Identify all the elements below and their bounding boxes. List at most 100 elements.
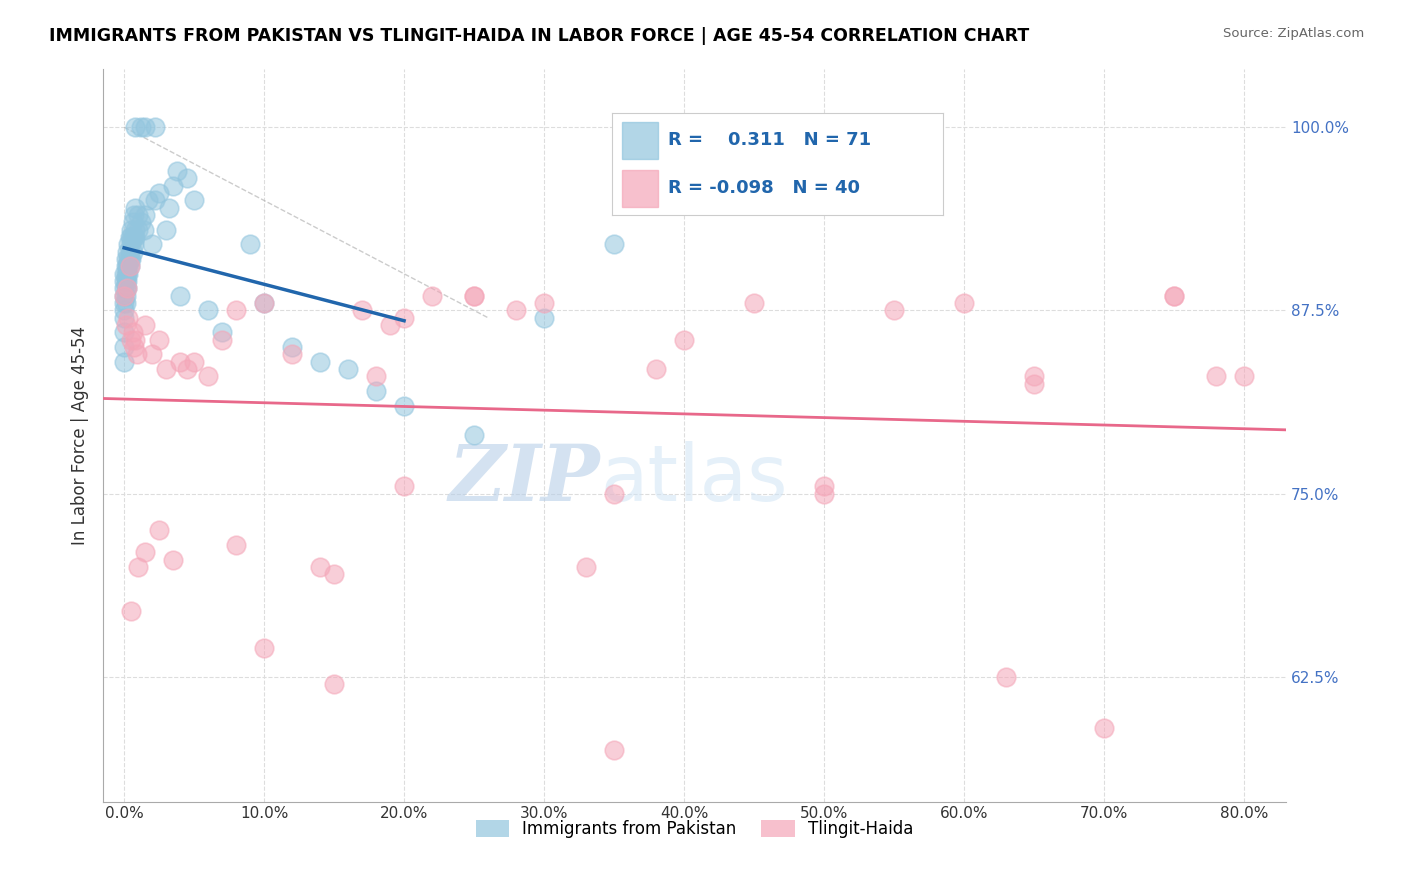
Point <box>352 303 374 318</box>
Point <box>183 194 205 208</box>
Point <box>120 333 142 347</box>
Point <box>813 486 835 500</box>
Point <box>122 340 145 354</box>
Point <box>134 318 156 332</box>
Point <box>127 223 149 237</box>
Point <box>162 178 184 193</box>
Point <box>120 230 142 244</box>
Point <box>1092 721 1115 735</box>
Point <box>463 289 485 303</box>
Point <box>112 310 135 325</box>
Point <box>114 281 136 295</box>
Point <box>112 296 135 310</box>
Point <box>211 333 233 347</box>
Point <box>136 194 159 208</box>
Point <box>197 369 219 384</box>
Point <box>169 289 191 303</box>
Point <box>117 252 139 266</box>
Point <box>124 120 146 135</box>
Point <box>112 281 135 295</box>
Point <box>392 399 415 413</box>
Point <box>323 677 346 691</box>
Point <box>603 237 626 252</box>
Point <box>118 244 141 259</box>
Point <box>112 274 135 288</box>
Point <box>645 362 668 376</box>
Point <box>120 237 142 252</box>
Text: IMMIGRANTS FROM PAKISTAN VS TLINGIT-HAIDA IN LABOR FORCE | AGE 45-54 CORRELATION: IMMIGRANTS FROM PAKISTAN VS TLINGIT-HAID… <box>49 27 1029 45</box>
Point <box>112 303 135 318</box>
Point <box>155 223 177 237</box>
Point <box>114 260 136 274</box>
Text: ZIP: ZIP <box>449 441 600 517</box>
Point <box>148 333 170 347</box>
Point <box>1022 369 1045 384</box>
Point <box>281 340 304 354</box>
Point <box>1163 289 1185 303</box>
Point <box>183 355 205 369</box>
Point <box>114 318 136 332</box>
Point <box>129 215 152 229</box>
Point <box>239 237 262 252</box>
Point <box>112 326 135 340</box>
Point <box>112 340 135 354</box>
Point <box>118 260 141 274</box>
Point <box>114 274 136 288</box>
Point <box>141 347 163 361</box>
Point <box>118 252 141 266</box>
Point <box>120 252 142 266</box>
Point <box>115 260 138 274</box>
Point <box>117 310 139 325</box>
Point <box>176 171 198 186</box>
Point <box>124 223 146 237</box>
Point <box>162 552 184 566</box>
Point <box>197 303 219 318</box>
Point <box>420 289 443 303</box>
Point <box>533 296 555 310</box>
Point <box>115 281 138 295</box>
Point <box>117 237 139 252</box>
Point <box>253 296 276 310</box>
Point <box>134 120 156 135</box>
Point <box>533 310 555 325</box>
Point <box>157 201 180 215</box>
Point <box>121 326 143 340</box>
Point <box>253 640 276 655</box>
Point <box>132 223 155 237</box>
Point <box>118 230 141 244</box>
Point <box>120 223 142 237</box>
Point <box>124 230 146 244</box>
Point <box>115 244 138 259</box>
Point <box>125 347 148 361</box>
Point <box>323 567 346 582</box>
Point <box>463 289 485 303</box>
Point <box>148 524 170 538</box>
Point <box>122 208 145 222</box>
Point <box>169 355 191 369</box>
Y-axis label: In Labor Force | Age 45-54: In Labor Force | Age 45-54 <box>72 326 89 544</box>
Point <box>378 318 401 332</box>
Point <box>115 267 138 281</box>
Point <box>673 333 696 347</box>
Point <box>122 230 145 244</box>
Point <box>309 560 332 574</box>
Point <box>114 296 136 310</box>
Point <box>1163 289 1185 303</box>
Point <box>392 310 415 325</box>
Point <box>143 120 166 135</box>
Point <box>112 289 135 303</box>
Point <box>114 289 136 303</box>
Legend: Immigrants from Pakistan, Tlingit-Haida: Immigrants from Pakistan, Tlingit-Haida <box>468 813 920 845</box>
Point <box>120 604 142 618</box>
Point <box>112 289 135 303</box>
Point <box>176 362 198 376</box>
Point <box>134 545 156 559</box>
Point <box>603 486 626 500</box>
Point <box>122 237 145 252</box>
Point <box>143 194 166 208</box>
Point <box>463 428 485 442</box>
Point <box>603 743 626 757</box>
Point <box>1022 376 1045 391</box>
Point <box>575 560 598 574</box>
Point <box>813 479 835 493</box>
